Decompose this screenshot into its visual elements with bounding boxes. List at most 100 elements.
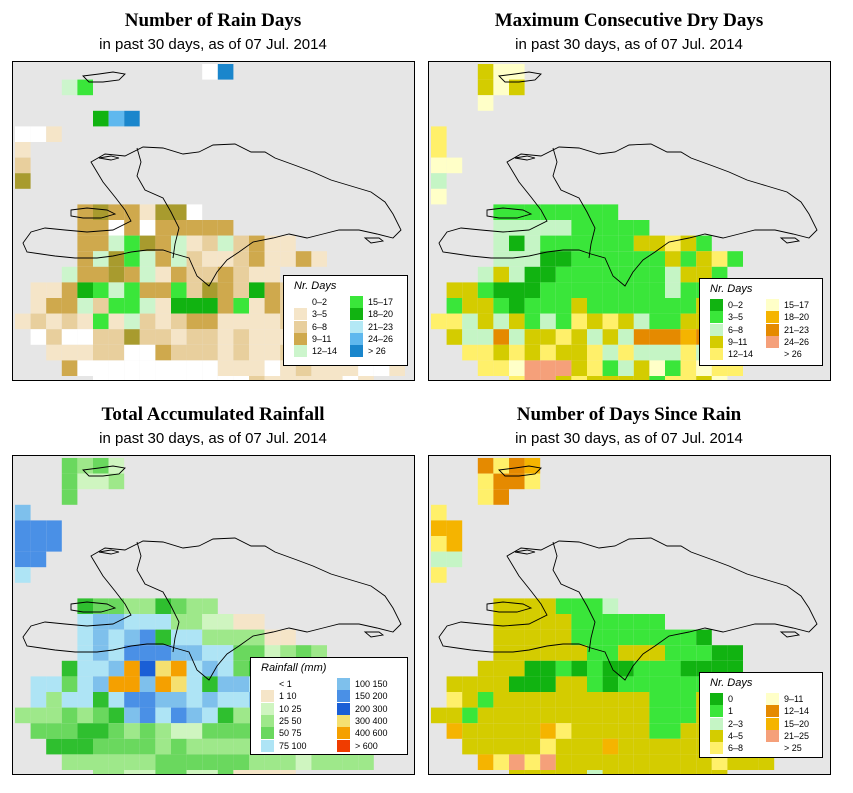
grid-cell [509,707,525,724]
grid-cell [155,645,171,661]
grid-cell [477,298,494,314]
grid-cell [649,360,665,376]
grid-cell [509,473,525,490]
grid-cell [524,629,541,646]
grid-cell [202,598,218,614]
grid-cell [139,629,156,646]
grid-cell [30,536,47,552]
grid-cell [587,251,603,267]
grid-cell [493,489,509,505]
grid-cell [124,360,140,376]
grid-cell [249,360,265,376]
grid-cell [186,723,203,739]
grid-cell [155,770,171,774]
grid-cell [77,251,93,267]
grid-cell [155,676,171,692]
grid-cell [680,376,697,380]
grid-cell [202,266,218,283]
legend-swatch [710,323,723,336]
legend-label: 6–8 [728,743,744,754]
grid-cell [665,692,681,708]
grid-cell [649,235,665,252]
grid-cell [602,723,619,739]
grid-cell [186,376,203,380]
grid-cell [602,676,619,692]
grid-cell [108,473,125,490]
grid-cell [555,645,572,661]
grid-cell [665,298,681,314]
grid-cell [509,676,525,692]
grid-cell [217,692,234,708]
grid-cell [680,770,697,774]
grid-cell [633,707,650,724]
grid-cell [509,660,525,677]
grid-cell [124,645,140,661]
grid-cell [217,614,234,630]
grid-cell [77,282,93,298]
grid-cell [264,329,281,345]
grid-cell [108,707,125,724]
tortuga-island [514,549,536,555]
grid-cell [509,64,525,80]
grid-cell [462,298,478,314]
legend-label: 12–14 [312,346,338,357]
grid-cell [61,676,78,692]
grid-cell [15,504,31,521]
grid-cell [524,313,541,330]
grid-cell [280,754,296,770]
grid-cell [93,360,109,376]
grid-cell [77,676,93,692]
legend-label: 0 [728,694,734,704]
grid-cell [665,723,681,739]
grid-cell [217,329,234,345]
grid-cell [696,770,712,774]
grid-cell [696,629,712,646]
grid-cell [186,676,203,692]
grid-cell [602,770,619,774]
grid-cell [665,770,681,774]
grid-cell [108,204,125,220]
grid-cell [587,645,603,661]
grid-cell [186,204,203,220]
grid-cell [233,754,249,770]
grid-cell [618,723,634,739]
grid-cell [665,676,681,692]
grid-cell [446,313,463,330]
grid-cell [540,360,556,376]
grid-cell [108,770,125,774]
grid-cell [61,266,78,283]
grid-cell [680,360,697,376]
grid-cell [493,645,509,661]
grid-cell [171,723,187,739]
grid-cell [30,313,47,330]
grid-cell [264,313,281,330]
legend-label: 0–2 [728,300,744,310]
legend-swatch [766,348,779,361]
grid-cell [155,660,171,677]
grid-cell [727,645,743,661]
grid-cell [46,536,62,552]
legend-label: 150 200 [355,691,388,702]
grid-cell [446,329,463,345]
grid-cell [108,738,125,755]
legend-swatch [766,299,779,311]
grid-cell [524,770,541,774]
grid-cell [446,520,463,536]
grid-cell [462,282,478,298]
grid-cell [680,282,697,298]
grid-cell [155,754,171,770]
legend-swatch [710,335,723,348]
grid-cell [649,313,665,330]
grid-cell [680,313,697,330]
grid-cell [171,629,187,646]
grid-cell [311,645,327,661]
grid-cell [618,376,634,380]
grid-cell [665,266,681,283]
grid-cell [93,458,109,474]
grid-cell [633,723,650,739]
grid-cell [680,676,697,692]
grid-cell [15,551,31,568]
grid-cell [493,629,509,646]
grid-cell [46,520,62,536]
grid-cell [46,126,62,142]
